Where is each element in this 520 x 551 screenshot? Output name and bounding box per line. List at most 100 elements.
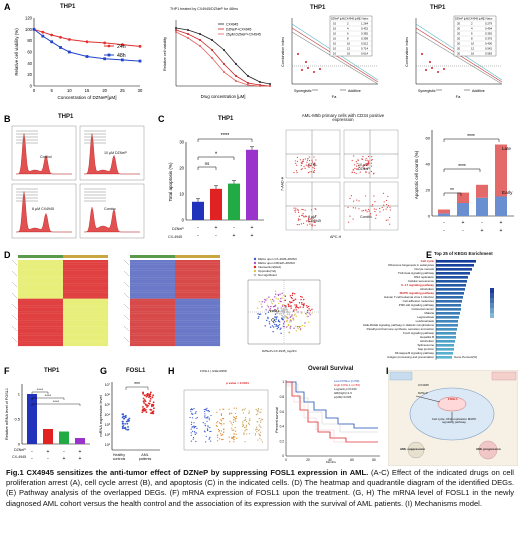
heatmap-cell	[197, 275, 206, 278]
flow-event	[356, 168, 359, 170]
heatmap-cell	[182, 339, 191, 342]
heatmap-cell	[152, 272, 161, 276]
flow-event	[370, 159, 373, 161]
heatmap-cell	[145, 264, 153, 267]
heatmap-cell	[63, 264, 73, 267]
heatmap-cell	[182, 315, 191, 319]
ci-point	[437, 71, 439, 73]
heatmap-cell	[72, 275, 82, 278]
heatmap-cell	[145, 328, 153, 332]
h-dot	[207, 425, 209, 427]
heatmap-cell	[175, 264, 183, 267]
h-dot	[203, 408, 205, 411]
heatmap-cell	[36, 266, 46, 269]
kegg-bar	[436, 268, 472, 271]
ci-table-cell: 16	[347, 52, 351, 56]
volcano-point	[292, 317, 294, 319]
flow-event	[347, 206, 349, 208]
heatmap-cell	[205, 324, 213, 327]
heatmap-cell	[197, 335, 206, 338]
heatmap-cell	[63, 337, 73, 340]
h-dot	[260, 439, 262, 441]
combo-point	[211, 57, 213, 59]
heatmap-cell	[90, 333, 100, 336]
bar-late	[438, 209, 450, 214]
dot-aml	[152, 394, 155, 397]
heatmap-cell	[167, 335, 176, 338]
heatmap-cell	[160, 272, 168, 276]
flow-event	[359, 166, 361, 168]
kegg-bar	[436, 316, 459, 319]
flow-event	[305, 215, 307, 217]
heatmap-cell	[72, 298, 82, 301]
heatmap-cell	[160, 322, 168, 325]
flow-event	[347, 221, 350, 223]
h-dot	[257, 413, 259, 415]
heatmap-cell	[167, 275, 176, 278]
volcano-point	[269, 308, 272, 310]
h-dot	[210, 440, 212, 442]
heatmap-cell	[160, 333, 168, 336]
volcano-point	[304, 322, 306, 324]
heatmap-cell	[205, 272, 213, 276]
heatmap-cell	[197, 330, 206, 334]
heatmap-cell	[130, 328, 138, 332]
volcano-point	[277, 310, 280, 312]
volcano-point	[258, 316, 260, 318]
y-tick-label: 10¹	[105, 443, 111, 447]
heatmap-cell	[182, 322, 191, 325]
flow-event	[313, 163, 315, 165]
sig-stars: ****	[221, 133, 231, 139]
heatmap-cell	[152, 318, 161, 321]
h-dot	[258, 424, 260, 426]
heatmap-cell	[152, 313, 161, 316]
h-dot	[257, 411, 259, 413]
heatmap-cell	[205, 305, 213, 308]
heatmap-cell	[63, 315, 73, 319]
heatmap-cell	[45, 318, 55, 321]
ci-table-cell: 12	[347, 47, 351, 51]
volcano-point	[274, 323, 276, 326]
heatmap-cell	[175, 339, 183, 342]
heatmap-cell	[175, 260, 183, 263]
volcano-point	[276, 328, 279, 330]
flow-event	[295, 207, 297, 209]
h-dot	[207, 426, 209, 428]
heatmap-cell	[45, 309, 55, 312]
sig-stars: ****	[45, 393, 52, 398]
heatmap-cell	[160, 309, 168, 312]
heatmap-cell	[137, 279, 146, 282]
kegg-bar-chart	[435, 259, 494, 360]
heatmap-cell	[99, 272, 109, 276]
h-dot	[222, 408, 224, 410]
km-legend-p: Logrank p=0.033	[334, 387, 357, 391]
flow-event	[374, 200, 376, 203]
bar-late	[457, 192, 469, 203]
heatmap-dendrogram	[124, 281, 130, 288]
model-progression-cells	[478, 440, 498, 460]
heatmap-cell	[63, 266, 73, 269]
volcano-point	[272, 331, 274, 333]
ci-table-cell: 0.614	[361, 52, 368, 56]
flow-event	[297, 219, 300, 221]
heatmap-cell	[130, 260, 138, 263]
h-dot	[217, 440, 219, 442]
heatmap-cell	[45, 341, 55, 344]
heatmap-cell	[54, 305, 64, 308]
dot-aml	[142, 406, 144, 408]
heatmap-cell	[160, 275, 168, 278]
heatmap-cell	[190, 324, 198, 327]
heatmap-cell	[72, 272, 82, 276]
panel-letter-e: E	[426, 250, 433, 260]
heatmap-cell	[54, 335, 64, 338]
heatmap-cell	[205, 279, 213, 282]
volcano-point	[278, 324, 281, 326]
dot-aml	[146, 393, 149, 395]
heatmap-cell	[167, 330, 176, 334]
heatmap-cell	[212, 318, 221, 321]
h-dot	[190, 428, 192, 430]
heatmap-cell	[197, 277, 206, 280]
volcano-point	[275, 320, 277, 323]
heatmap-cell	[212, 287, 221, 291]
